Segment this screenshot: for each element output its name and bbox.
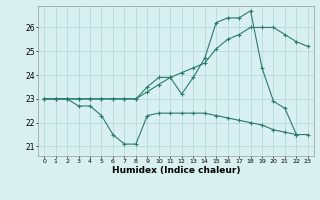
X-axis label: Humidex (Indice chaleur): Humidex (Indice chaleur) bbox=[112, 166, 240, 175]
